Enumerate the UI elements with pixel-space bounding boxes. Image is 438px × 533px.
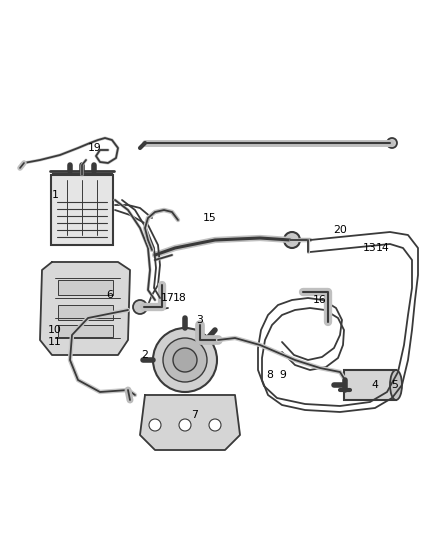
Bar [51, 175, 113, 245]
Text: 8: 8 [267, 370, 273, 380]
Text: 15: 15 [203, 213, 217, 223]
Bar [58, 325, 113, 337]
Text: 10: 10 [48, 325, 62, 335]
Circle shape [387, 138, 397, 148]
Text: 11: 11 [48, 337, 62, 347]
Text: 16: 16 [313, 295, 327, 305]
Text: 13: 13 [363, 243, 377, 253]
Circle shape [163, 338, 207, 382]
Text: 14: 14 [376, 243, 390, 253]
Text: 18: 18 [173, 293, 187, 303]
Circle shape [284, 232, 300, 248]
Bar [344, 370, 396, 400]
Text: 19: 19 [88, 143, 102, 153]
Text: 4: 4 [371, 380, 378, 390]
Polygon shape [140, 395, 240, 450]
Circle shape [153, 328, 217, 392]
Text: 9: 9 [279, 370, 286, 380]
Circle shape [179, 419, 191, 431]
Bar [58, 305, 113, 320]
Bar [58, 280, 113, 295]
Circle shape [149, 419, 161, 431]
Text: 1: 1 [52, 190, 58, 200]
Text: 6: 6 [106, 290, 113, 300]
Circle shape [209, 419, 221, 431]
Text: 20: 20 [333, 225, 347, 235]
Text: 2: 2 [141, 350, 148, 360]
Ellipse shape [390, 370, 402, 400]
Text: 5: 5 [392, 380, 399, 390]
Text: 17: 17 [161, 293, 175, 303]
Text: 7: 7 [191, 410, 198, 420]
Text: 3: 3 [197, 315, 203, 325]
Circle shape [133, 300, 147, 314]
Circle shape [173, 348, 197, 372]
Polygon shape [40, 262, 130, 355]
